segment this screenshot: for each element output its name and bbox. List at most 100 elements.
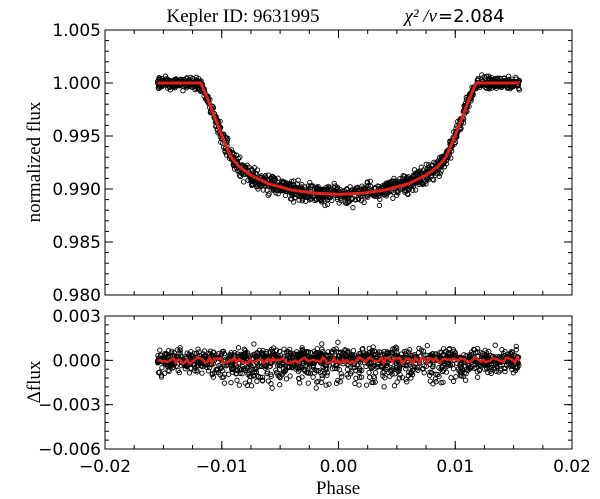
residual-point [391,383,398,389]
residual-point [471,365,478,372]
observation-point [315,186,321,193]
residual-point [443,369,450,375]
observation-point [245,177,251,183]
residual-point [323,382,329,388]
observation-point [313,196,319,202]
residual-point [419,366,426,372]
observation-point [248,181,255,188]
residual-point [493,363,500,370]
observation-point [423,161,429,167]
residual-point [159,365,165,371]
residual-point [262,363,269,369]
observation-point [290,181,296,188]
observation-point [350,204,356,211]
residual-point [234,377,240,383]
residual-point [421,363,427,369]
residual-point [223,363,230,369]
residual-point [366,369,372,376]
residual-point [192,368,198,374]
residual-points [154,339,522,391]
residual-point [392,371,398,377]
residual-point [254,378,260,384]
residual-point [453,374,459,380]
residual-point [350,347,357,354]
residual-point [276,362,283,369]
residual-point [319,346,325,352]
observation-point [404,191,411,197]
observation-point [437,170,443,177]
observation-point [282,192,289,199]
x-tick-label: −0.01 [196,457,248,477]
observation-point [324,187,330,193]
residual-point [468,352,474,358]
observation-point [324,201,331,208]
observation-point [367,178,373,184]
residual-point [254,353,260,359]
observation-point [505,73,512,79]
residual-point [509,349,515,355]
residual-point [417,359,423,365]
observation-point [260,187,266,193]
residual-point [198,363,204,369]
residual-point [260,347,266,354]
residual-point [204,364,210,371]
observation-point [364,180,370,186]
observation-point [189,84,196,90]
residual-point [268,380,274,387]
residual-point [157,347,163,353]
residual-point [463,370,469,377]
residual-point [218,365,225,371]
residual-point [460,373,466,380]
y-tick-label: 0.003 [52,307,101,327]
observation-point [345,195,352,201]
residual-point [235,345,242,351]
x-tick-label: 0.01 [436,457,474,477]
residual-point [349,352,355,358]
residual-point [177,347,183,353]
residual-point [229,369,235,375]
observation-point [240,179,247,185]
residual-point [395,368,401,374]
residual-point [336,349,342,356]
residual-point [502,365,508,371]
residual-point [170,364,177,370]
residual-point [371,348,378,354]
residual-point [282,368,288,374]
residual-point [310,374,316,380]
residual-point [333,380,340,386]
residual-point [389,367,395,374]
residual-point [398,351,405,357]
residual-point [315,378,321,385]
observation-point [349,196,355,202]
observation-point [270,174,276,180]
residual-point [512,367,519,374]
residual-point [279,372,285,378]
residual-point [274,370,280,376]
residual-point [456,368,462,374]
residual-point [437,354,443,360]
residual-point [404,379,410,385]
observation-point [390,178,397,184]
residual-point [196,349,202,355]
light-curve-ticks: 0.980 0.985 0.990 0.995 1.000 1.005 [52,21,573,306]
residual-point [313,385,319,391]
x-axis-label-phase: Phase [316,478,360,499]
observation-point [352,196,358,203]
residual-point [184,363,190,370]
observation-point [385,180,391,187]
residual-point [179,353,185,360]
residual-point [339,374,345,380]
residual-point [155,352,161,359]
x-tick-label: 0.00 [320,457,358,477]
residual-point [394,364,400,370]
residual-point [387,373,393,379]
residual-point [343,354,350,360]
residual-point [344,372,350,378]
residual-point [335,339,341,345]
residual-point [268,371,274,378]
residual-point [286,355,292,361]
observation-point [418,164,424,170]
residuals-panel: −0.02 −0.01 0.00 0.01 0.02 −0.006 −0.003 0.000 0… [24,307,591,499]
observation-point [332,183,338,189]
residual-point [331,346,337,353]
